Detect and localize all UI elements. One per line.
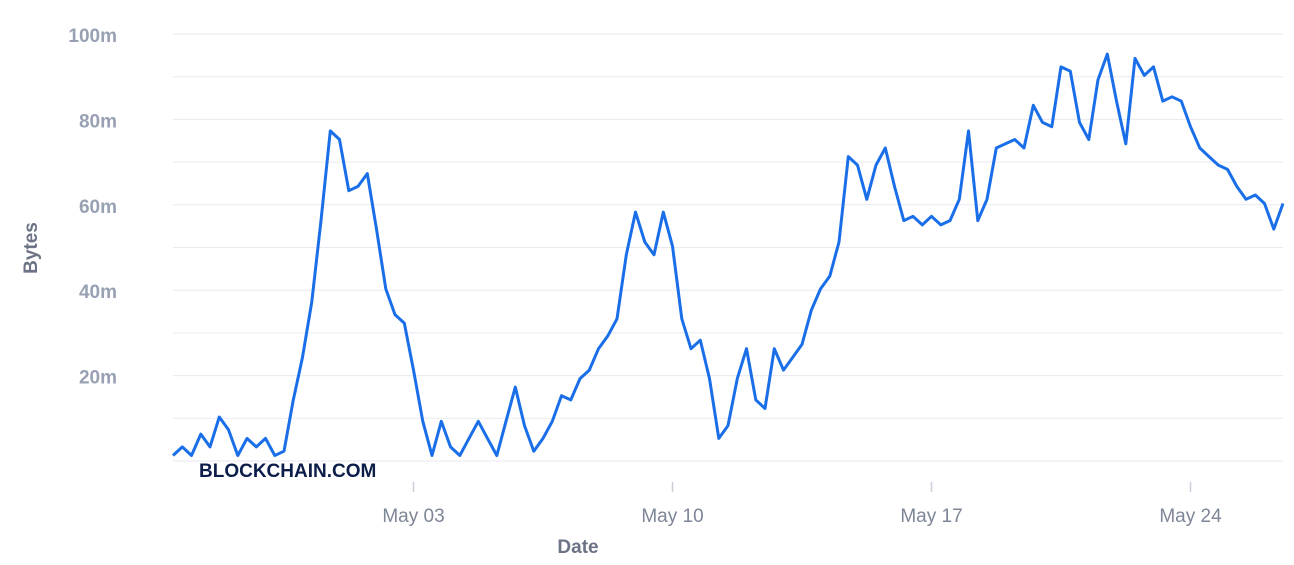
y-tick-label: 20m <box>79 368 117 389</box>
x-tick-label: May 24 <box>1159 506 1222 527</box>
data-line <box>171 52 1285 457</box>
y-tick-label: 100m <box>68 26 117 47</box>
y-tick-label: 80m <box>79 111 117 132</box>
x-tick-label: May 17 <box>900 506 962 527</box>
y-tick-label: 60m <box>79 197 117 218</box>
y-axis-title: Bytes <box>21 222 42 274</box>
plot: 20m 40m 60m 80m 100m May 03 May 10 May 17 May 24 <box>68 26 1285 527</box>
watermark: BLOCKCHAIN.COM <box>199 461 376 482</box>
x-tick-label: May 03 <box>382 506 444 527</box>
y-tick-label: 40m <box>79 282 117 303</box>
x-axis-title: Date <box>557 537 598 558</box>
x-tick-label: May 10 <box>641 506 703 527</box>
